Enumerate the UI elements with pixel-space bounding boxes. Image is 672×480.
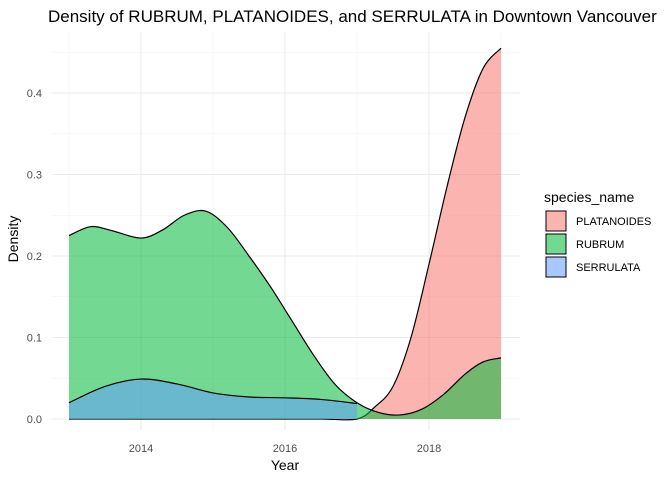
density-line-rubrum [68, 209, 502, 416]
x-tick-label: 2016 [273, 443, 297, 455]
legend-title: species_name [544, 189, 634, 205]
legend-label-platanoides: PLATANOIDES [576, 216, 651, 228]
y-tick-label: 0.2 [27, 251, 42, 263]
legend-swatch-platanoides [545, 210, 567, 232]
legend-swatch-rubrum [545, 233, 567, 255]
x-tick-label: 2014 [129, 443, 153, 455]
y-tick-label: 0.0 [27, 414, 42, 426]
density-area-serrulata [69, 379, 357, 419]
x-axis-ticks: 2014 2016 2018 [129, 443, 441, 455]
legend-swatch-serrulata [545, 256, 567, 278]
y-tick-label: 0.3 [27, 170, 42, 182]
legend-items: PLATANOIDES RUBRUM SERRULATA [545, 210, 651, 278]
legend-label-serrulata: SERRULATA [576, 262, 641, 274]
chart-title: Density of RUBRUM, PLATANOIDES, and SERR… [48, 7, 657, 26]
x-axis-title: Year [271, 457, 300, 473]
y-tick-label: 0.1 [27, 333, 42, 345]
y-axis-ticks: 0.0 0.1 0.2 0.3 0.4 [27, 88, 42, 426]
density-areas [68, 47, 502, 421]
y-tick-label: 0.4 [27, 88, 42, 100]
density-area-rubrum [69, 210, 501, 419]
x-tick-label: 2018 [417, 443, 441, 455]
legend: species_name PLATANOIDES RUBRUM SERRULATA [544, 189, 651, 278]
y-axis-title: Density [5, 216, 21, 263]
density-line-serrulata [68, 378, 358, 405]
legend-label-rubrum: RUBRUM [576, 239, 624, 251]
